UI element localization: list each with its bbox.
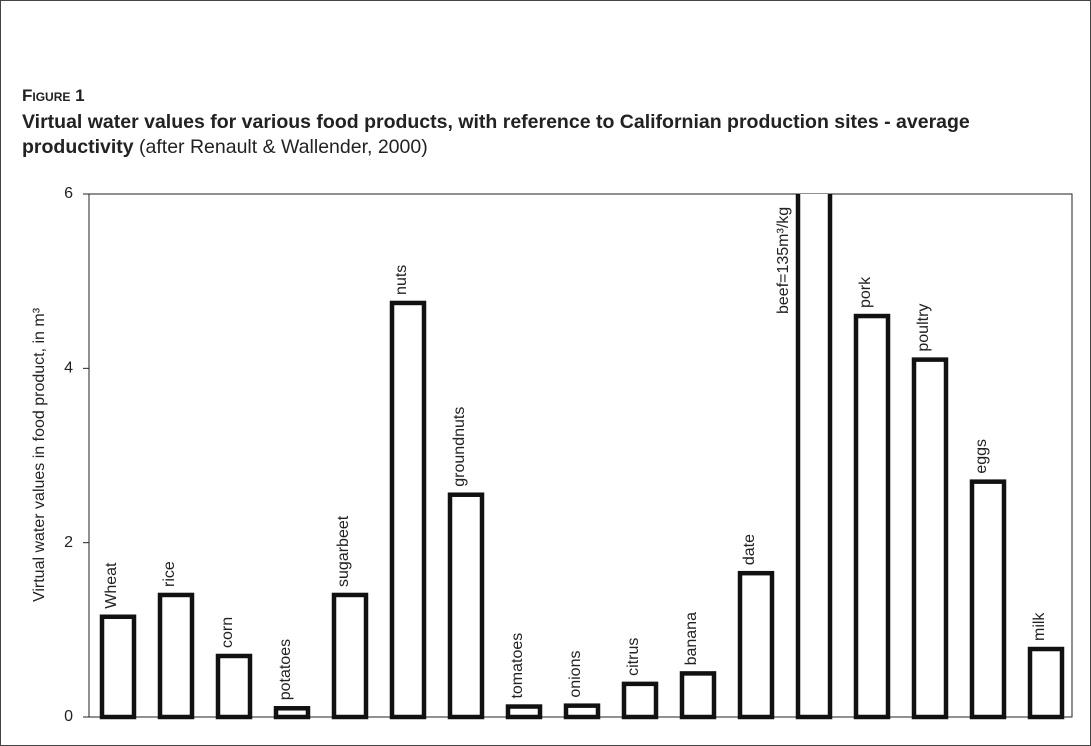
bar-label: poultry	[915, 304, 932, 352]
bar	[99, 614, 137, 720]
y-tick-label: 2	[64, 534, 73, 551]
source: (after Renault & Wallender, 2000)	[139, 136, 428, 158]
bar	[795, 194, 833, 720]
bar-label: tomatoes	[509, 633, 526, 699]
bar	[273, 706, 311, 720]
bar-label: nuts	[393, 265, 410, 295]
bar	[853, 313, 891, 720]
bar	[447, 492, 485, 720]
bar-label: groundnuts	[451, 407, 468, 487]
title-block: Virtual water values for various food pr…	[22, 110, 1082, 160]
bar	[969, 479, 1007, 720]
chart-title: Virtual water values for various food pr…	[22, 111, 970, 158]
bar	[911, 357, 949, 720]
bar	[157, 592, 195, 720]
bar-label: sugarbeet	[335, 515, 352, 587]
bar-label: milk	[1031, 612, 1048, 641]
bar	[1027, 646, 1065, 720]
bar	[621, 681, 659, 720]
bar	[679, 671, 717, 720]
bar-label: rice	[161, 561, 178, 587]
figure-label: Figure 1	[22, 86, 85, 105]
bar-label: Wheat	[103, 562, 120, 609]
y-tick-label: 6	[64, 185, 73, 202]
bar-label: onions	[567, 651, 584, 698]
bar-label: eggs	[973, 439, 990, 474]
y-tick-label: 4	[64, 360, 73, 377]
bar-label: banana	[683, 612, 700, 665]
bar-label: beef=135m³/kg	[775, 207, 792, 314]
bar	[737, 570, 775, 720]
bar	[331, 592, 369, 720]
bar-label: potatoes	[277, 639, 294, 700]
y-tick-label: 0	[64, 708, 73, 725]
bar-label: citrus	[625, 638, 642, 676]
bar	[563, 703, 601, 720]
bar	[505, 704, 543, 720]
y-axis-label: Virtual water values in food product, in…	[31, 307, 48, 602]
bar	[389, 300, 427, 720]
bar-label: date	[741, 534, 758, 565]
bar-label: pork	[857, 276, 874, 308]
bar	[215, 653, 253, 720]
bar-label: corn	[219, 617, 236, 648]
